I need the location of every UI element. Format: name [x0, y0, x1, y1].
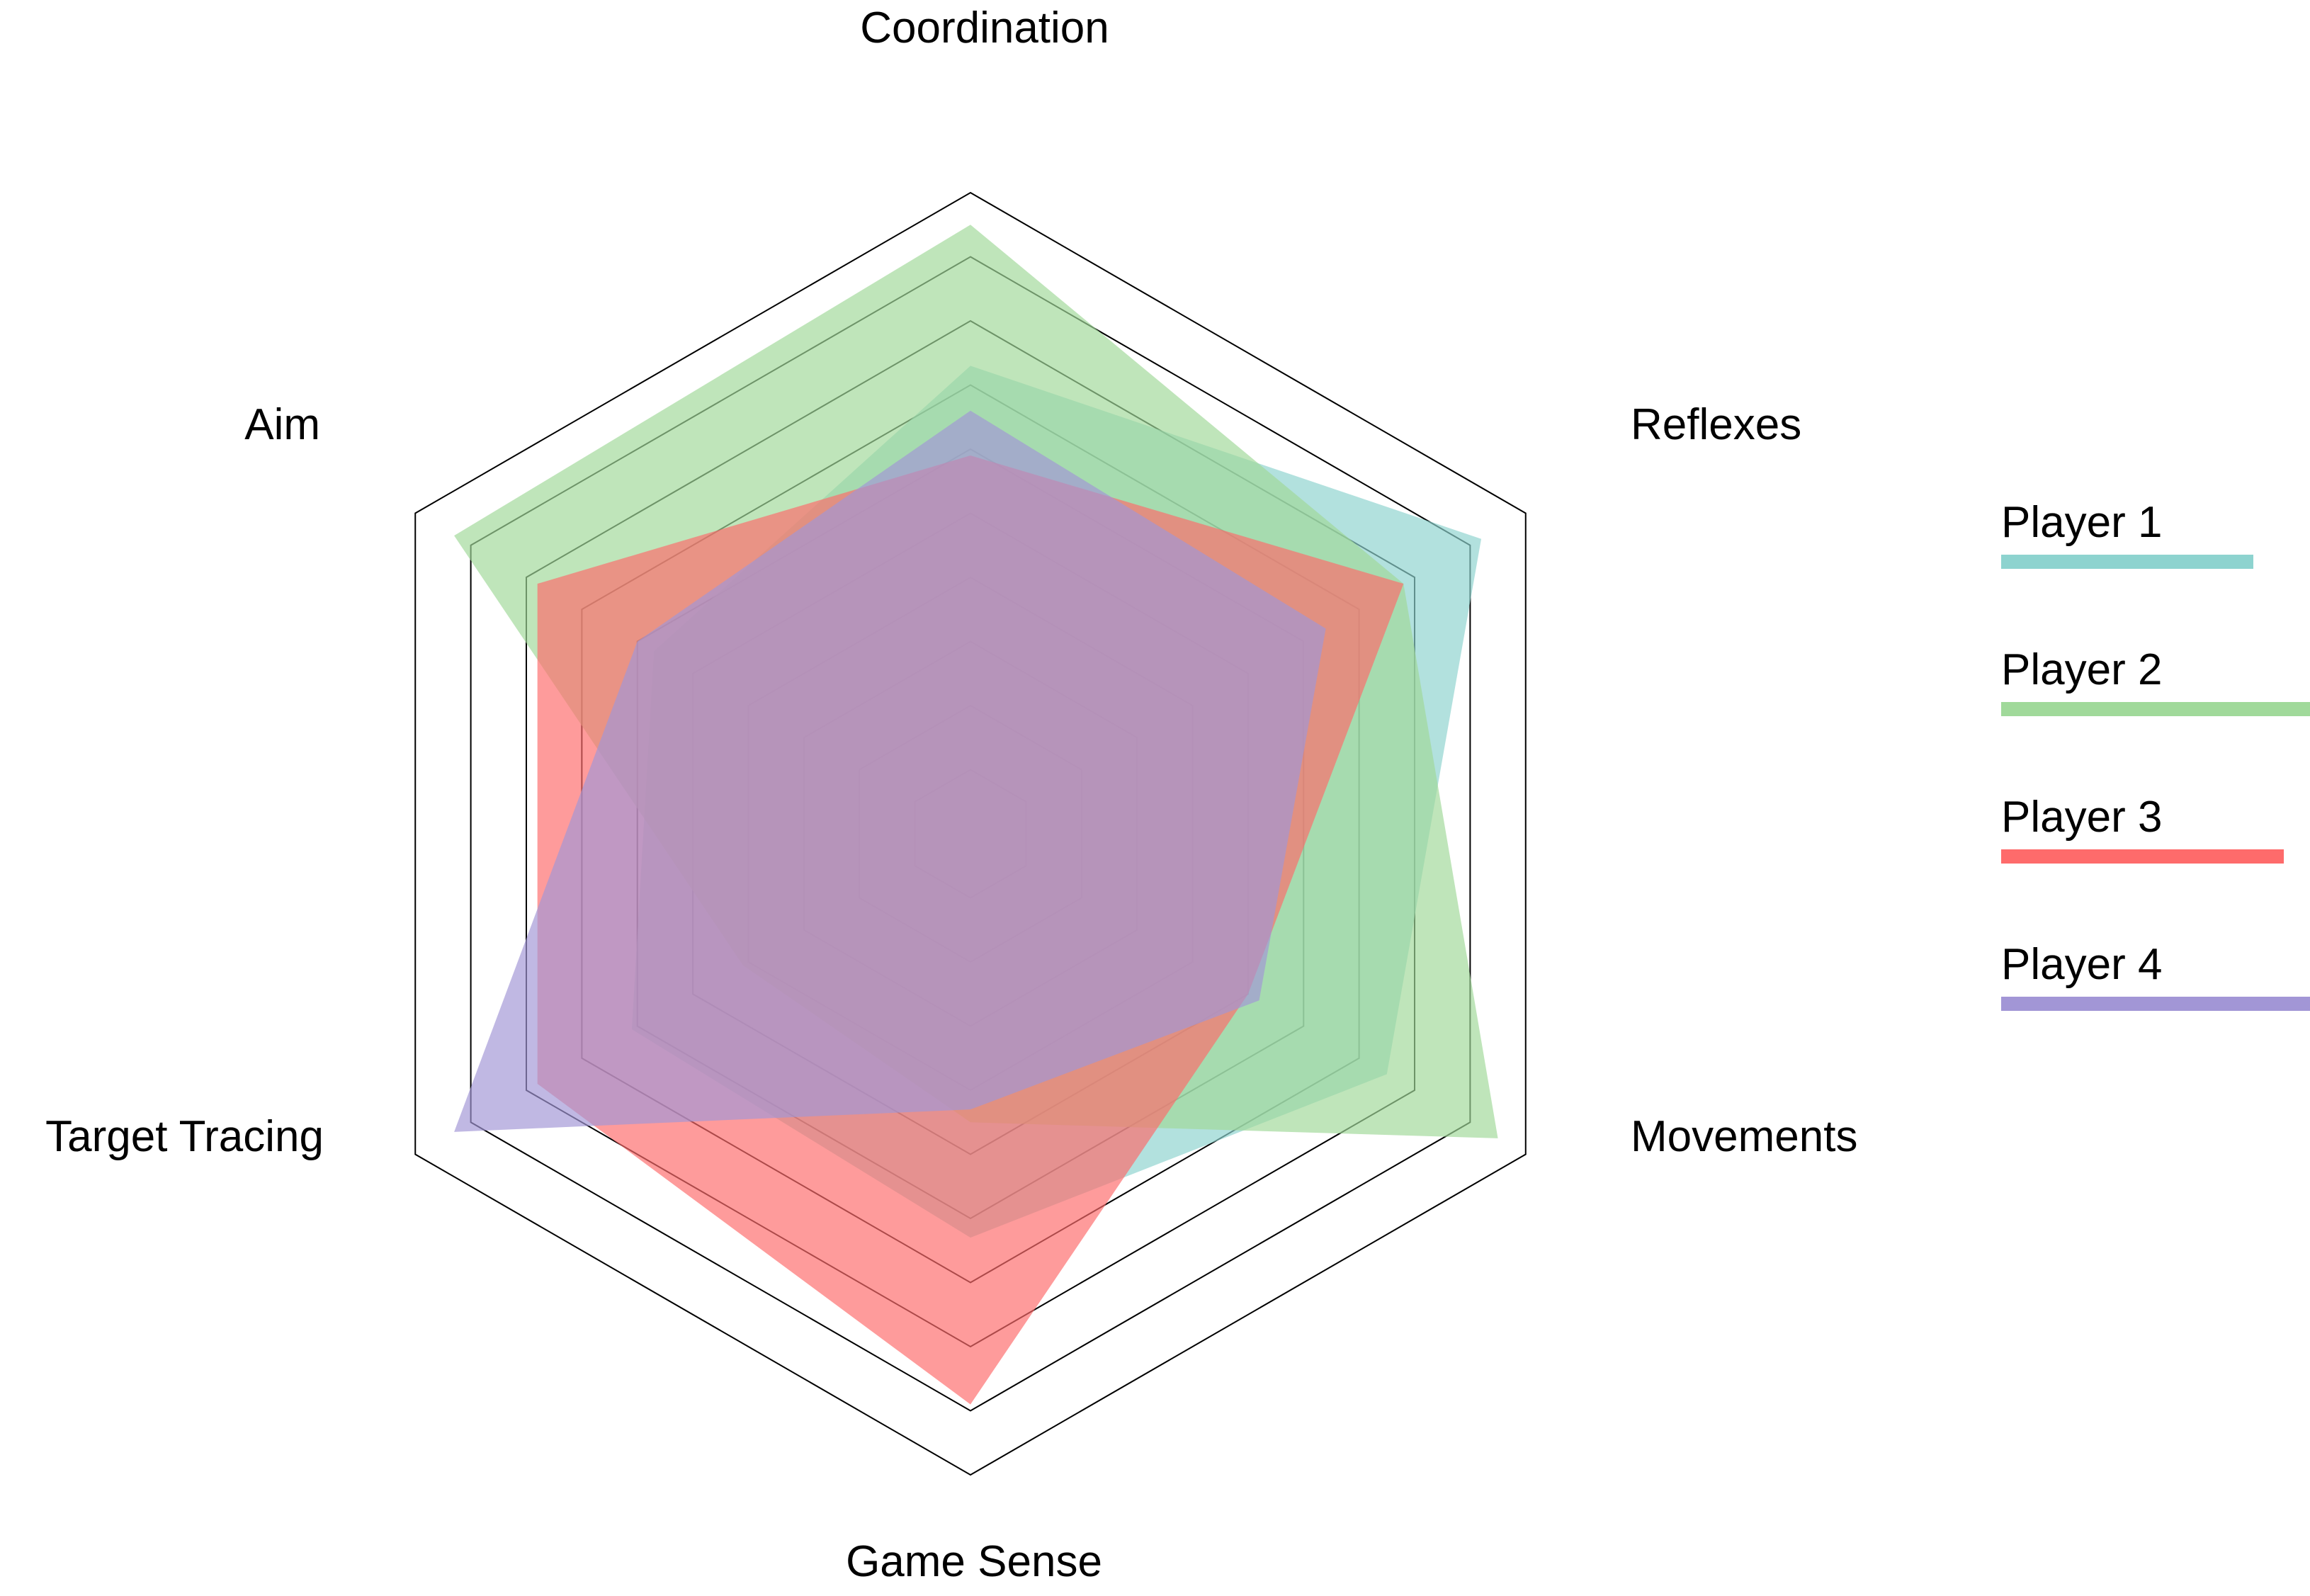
axis-label-aim: Aim — [244, 400, 320, 449]
axis-labels: Coordination Reflexes Movements Game Sense T… — [45, 4, 1857, 1586]
series-area-player-4 — [454, 410, 1326, 1132]
legend-swatch-player-4 — [2001, 997, 2310, 1011]
axis-label-game-sense: Game Sense — [846, 1537, 1102, 1586]
legend-swatch-player-3 — [2001, 849, 2284, 864]
axis-label-movements: Movements — [1631, 1112, 1857, 1161]
legend: Player 1 Player 2 Player 3 Player 4 — [2001, 498, 2310, 1011]
axis-label-target-tracing: Target Tracing — [45, 1112, 324, 1161]
axis-label-coordination: Coordination — [860, 4, 1109, 52]
legend-swatch-player-1 — [2001, 555, 2253, 569]
grid-ring-10 — [414, 191, 1527, 1476]
series-layer — [454, 225, 1498, 1405]
axis-label-reflexes: Reflexes — [1631, 400, 1801, 449]
legend-label-player-3: Player 3 — [2001, 793, 2162, 842]
legend-label-player-1: Player 1 — [2001, 498, 2162, 547]
legend-label-player-4: Player 4 — [2001, 940, 2162, 989]
legend-label-player-2: Player 2 — [2001, 645, 2162, 694]
legend-swatch-player-2 — [2001, 702, 2310, 716]
